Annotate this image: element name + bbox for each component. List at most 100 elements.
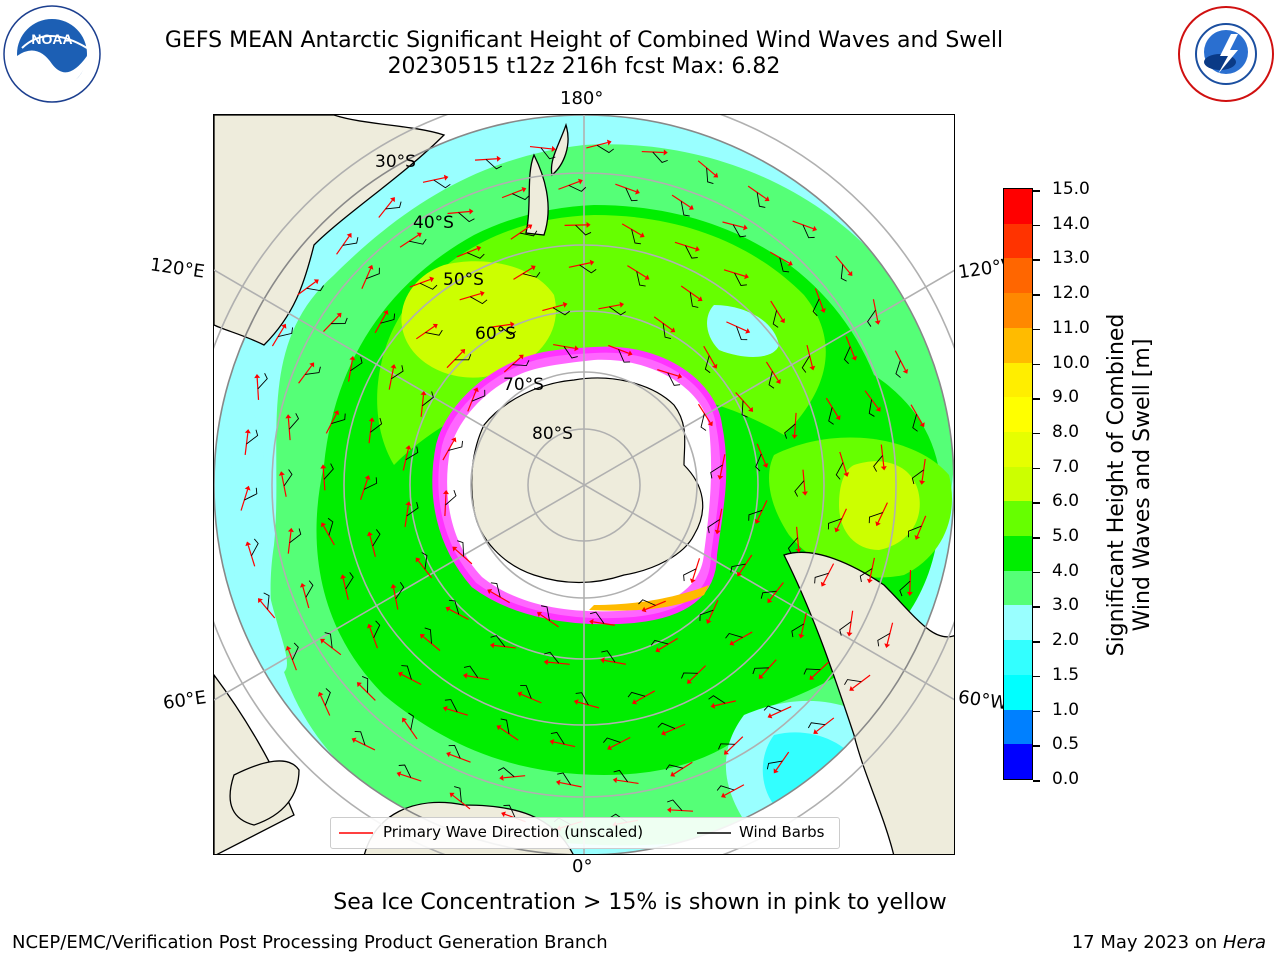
colorbar-tick-mark <box>1033 537 1040 539</box>
wind-barb <box>704 355 711 374</box>
wave-direction-arrow <box>894 350 909 374</box>
wind-barb <box>787 537 798 554</box>
wave-direction-arrow <box>770 300 785 324</box>
wind-barb <box>540 147 556 160</box>
wave-direction-arrow <box>361 264 374 290</box>
colorbar-tick-mark <box>1033 467 1040 470</box>
wave-direction-arrow <box>529 145 556 152</box>
wind-barb <box>665 764 684 771</box>
wind-barb <box>908 525 922 538</box>
wave-direction-arrow <box>285 645 297 671</box>
wind-barb <box>331 317 348 325</box>
wind-barb <box>700 413 707 431</box>
wave-direction-arrow <box>875 502 888 527</box>
wave-direction-arrow <box>399 232 422 248</box>
wind-barb <box>681 672 698 679</box>
wind-barb <box>277 327 294 338</box>
colorbar-tick-mark <box>1033 675 1040 678</box>
wind-barb <box>380 313 396 324</box>
colorbar-tick-label: 14.0 <box>1052 213 1090 234</box>
wave-vectors <box>240 139 927 831</box>
colorbar-segment <box>1004 223 1032 259</box>
wind-barb <box>520 685 532 699</box>
wave-direction-arrow <box>456 245 482 258</box>
wind-barb <box>448 744 461 759</box>
wind-barb <box>522 272 541 278</box>
wind-barb <box>741 400 748 418</box>
wave-direction-arrow <box>368 417 375 444</box>
wave-direction-arrow <box>845 336 858 361</box>
wind-barb <box>683 568 697 582</box>
wave-direction-arrow <box>446 349 466 369</box>
wind-barb <box>519 230 538 237</box>
colorbar-tick-label: 12.0 <box>1052 283 1090 304</box>
wind-barb <box>419 282 438 290</box>
wind-barb <box>748 509 763 521</box>
wind-barb <box>257 373 268 390</box>
wind-barb <box>401 665 412 680</box>
chart-subtitle: 20230515 t12z 216h fcst Max: 6.82 <box>387 54 781 79</box>
wind-barb <box>345 572 354 590</box>
wind-barb <box>835 462 844 480</box>
lon-label-0: 0° <box>572 856 593 877</box>
lat-label-50s: 50°S <box>443 270 484 290</box>
wind-barb <box>685 245 698 259</box>
lat-label-70s: 70°S <box>503 375 544 395</box>
colorbar-segment <box>1004 605 1032 641</box>
wind-barb <box>503 804 516 819</box>
colorbar-tick-label: 2.0 <box>1052 630 1080 651</box>
wind-barb <box>324 688 331 706</box>
wind-barb <box>791 623 805 638</box>
wind-barb <box>667 372 681 386</box>
wave-direction-arrow <box>667 806 694 813</box>
wave-direction-arrow <box>703 345 718 369</box>
wind-barb <box>868 399 875 417</box>
wind-barb <box>844 679 862 685</box>
wave-direction-arrow <box>558 178 583 190</box>
wave-direction-arrow <box>537 612 559 628</box>
wind-barb <box>873 455 883 472</box>
wind-barb <box>263 592 270 610</box>
colorbar-tick-label: 10.0 <box>1052 352 1090 373</box>
chart-title: GEFS MEAN Antarctic Significant Height o… <box>164 28 1004 53</box>
wave-direction-arrow <box>717 454 726 480</box>
wind-barb <box>718 743 735 750</box>
wind-barb <box>422 391 434 407</box>
wave-direction-arrow <box>553 343 579 352</box>
wind-barb <box>425 329 443 336</box>
colorbar-label-line2: Wind Waves and Swell [m] <box>1130 338 1155 632</box>
wind-barb <box>490 635 506 647</box>
wind-barb <box>725 632 743 639</box>
lat-label-40s: 40°S <box>413 213 454 233</box>
wind-barb <box>246 429 259 445</box>
graticule <box>214 115 954 854</box>
wave-direction-arrow <box>608 344 633 357</box>
wind-barb <box>544 651 560 664</box>
wave-direction-arrow <box>244 429 251 455</box>
wind-barb <box>652 151 668 164</box>
colorbar-segment <box>1004 466 1032 502</box>
wind-barb <box>405 446 419 461</box>
wind-barb <box>541 605 550 621</box>
colorbar-segment <box>1004 258 1032 294</box>
wave-direction-arrow <box>487 588 510 604</box>
nws-logo <box>1178 6 1274 102</box>
wind-barb <box>763 705 782 712</box>
wind-barb <box>244 487 258 501</box>
wind-barb <box>839 621 852 636</box>
wind-barb <box>288 413 300 430</box>
lon-label-120e: 120°E <box>148 254 206 283</box>
colorbar-tick-label: 13.0 <box>1052 248 1090 269</box>
wave-direction-arrow <box>809 661 829 680</box>
colorbar-tick-label: 11.0 <box>1052 317 1090 338</box>
wind-barb <box>305 580 314 598</box>
wind-barb <box>766 760 783 770</box>
wind-barb <box>867 309 876 327</box>
wave-direction-arrow <box>714 508 723 535</box>
wind-barb <box>840 264 847 282</box>
colorbar-tick-mark <box>1033 606 1040 608</box>
wind-barb <box>828 407 834 425</box>
wind-barb <box>563 346 578 359</box>
colorbar-label: Significant Height of Combined Wind Wave… <box>1104 314 1156 657</box>
wind-barb <box>292 642 299 661</box>
